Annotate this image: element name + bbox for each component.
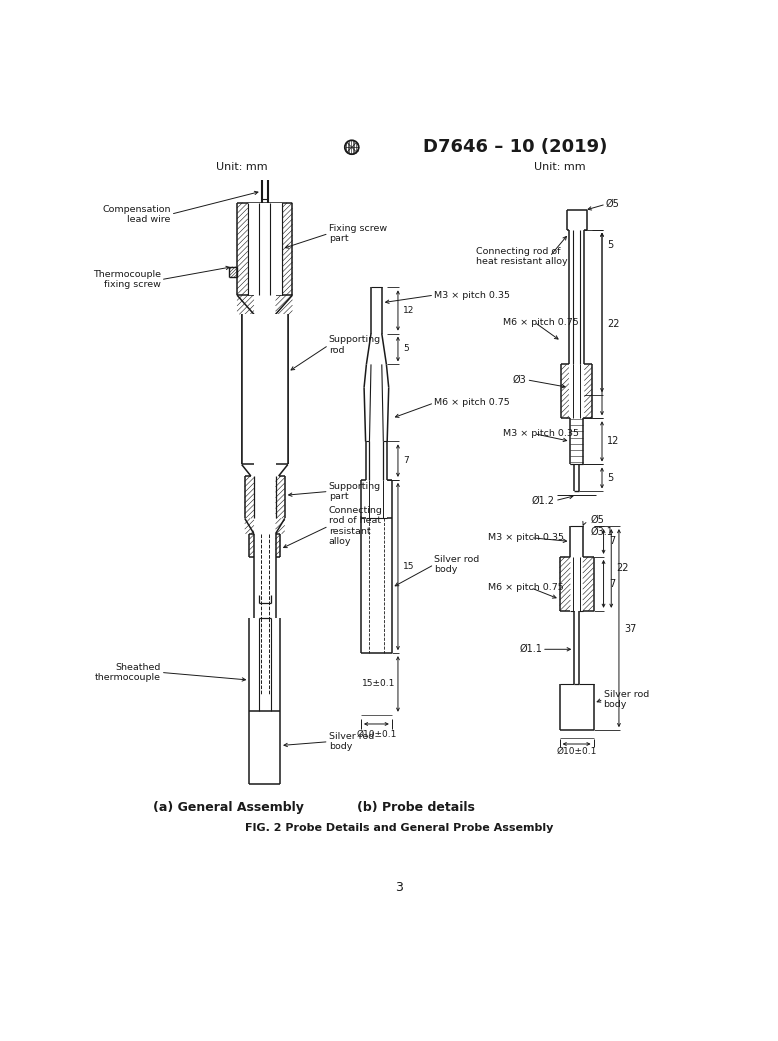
Text: Ø1.2: Ø1.2: [532, 496, 555, 506]
Text: 12: 12: [608, 436, 620, 447]
Text: 7: 7: [403, 456, 409, 465]
Text: M3 × pitch 0.35: M3 × pitch 0.35: [488, 533, 564, 542]
Text: Silver rod
body: Silver rod body: [328, 732, 374, 752]
Text: Unit: mm: Unit: mm: [534, 161, 586, 172]
Text: 15: 15: [403, 562, 415, 572]
Text: Fixing screw
part: Fixing screw part: [328, 224, 387, 244]
Text: 3: 3: [394, 882, 403, 894]
Bar: [248, 203, 282, 295]
Text: 22: 22: [617, 563, 629, 574]
Text: 12: 12: [403, 306, 415, 315]
Text: Silver rod
body: Silver rod body: [434, 555, 479, 575]
Text: (a) General Assembly: (a) General Assembly: [153, 801, 304, 814]
Text: 7: 7: [609, 536, 615, 547]
Text: M3 × pitch 0.35: M3 × pitch 0.35: [434, 290, 510, 300]
Text: Compensation
lead wire: Compensation lead wire: [102, 204, 171, 224]
Text: D7646 – 10 (2019): D7646 – 10 (2019): [422, 138, 607, 156]
Text: Supporting
rod: Supporting rod: [328, 335, 380, 355]
Text: Thermocouple
fixing screw: Thermocouple fixing screw: [93, 270, 161, 289]
Text: 37: 37: [624, 624, 636, 634]
Text: M6 × pitch 0.75: M6 × pitch 0.75: [488, 583, 564, 592]
Text: Connecting rod of
heat resistant alloy: Connecting rod of heat resistant alloy: [476, 247, 568, 266]
Text: Ø5: Ø5: [591, 515, 605, 525]
Text: Ø10±0.1: Ø10±0.1: [556, 747, 597, 756]
Text: Ø10±0.1: Ø10±0.1: [356, 730, 397, 738]
Text: Ø3.1: Ø3.1: [591, 527, 613, 537]
Text: 5: 5: [403, 345, 409, 354]
Text: Ø5: Ø5: [606, 199, 620, 209]
Text: M6 × pitch 0.75: M6 × pitch 0.75: [503, 318, 579, 327]
Text: 5: 5: [608, 474, 614, 483]
Text: FIG. 2 Probe Details and General Probe Assembly: FIG. 2 Probe Details and General Probe A…: [244, 823, 553, 833]
Text: M3 × pitch 0.35: M3 × pitch 0.35: [503, 429, 580, 438]
Text: Silver rod
body: Silver rod body: [604, 689, 649, 709]
Text: 15±0.1: 15±0.1: [362, 680, 395, 688]
Text: (b) Probe details: (b) Probe details: [358, 801, 475, 814]
Text: Ø1.1: Ø1.1: [519, 644, 542, 655]
Text: Sheathed
thermocouple: Sheathed thermocouple: [95, 663, 161, 682]
Text: 5: 5: [608, 240, 614, 250]
Text: M6 × pitch 0.75: M6 × pitch 0.75: [434, 399, 510, 407]
Text: Supporting
part: Supporting part: [328, 482, 380, 501]
Text: Connecting
rod of heat
resistant
alloy: Connecting rod of heat resistant alloy: [328, 506, 383, 547]
Text: 22: 22: [608, 320, 620, 329]
Text: 7: 7: [609, 579, 615, 589]
Text: Ø3: Ø3: [513, 375, 527, 385]
Text: Unit: mm: Unit: mm: [216, 161, 268, 172]
Bar: [242, 314, 288, 464]
